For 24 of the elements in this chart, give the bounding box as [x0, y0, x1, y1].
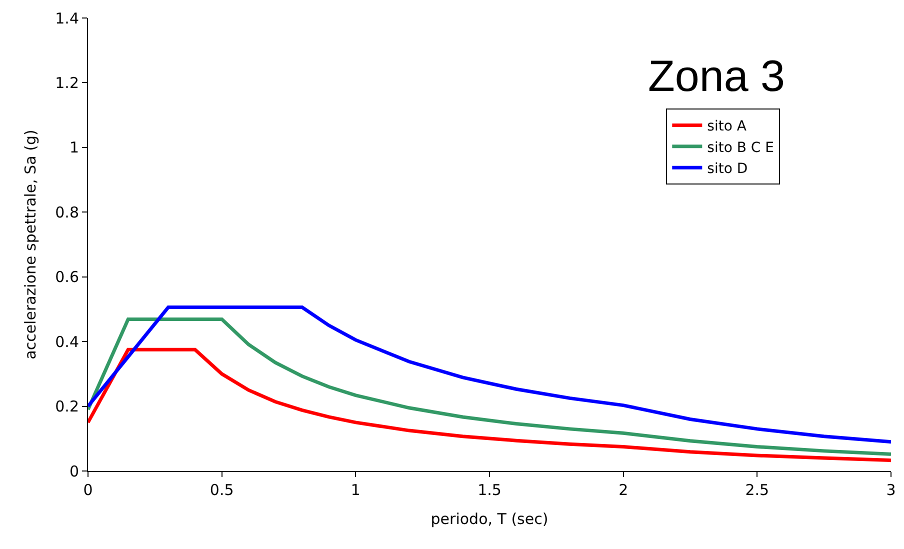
y-tick-label: 1.4 [55, 9, 79, 28]
x-tick-label: 0.5 [210, 481, 234, 499]
x-tick-label: 2.5 [745, 481, 770, 499]
y-tick-label: 0.2 [55, 398, 79, 416]
x-axis-title: periodo, T (sec) [430, 510, 548, 528]
y-tick-label: 1 [69, 138, 79, 157]
line-series [88, 318, 891, 456]
x-tick-label: 2 [618, 481, 628, 499]
legend-label: sito B C E [707, 140, 774, 156]
line-series [88, 348, 891, 462]
x-tick-label: 1 [350, 481, 360, 499]
x-tick-label: 3 [886, 481, 896, 499]
y-tick-label: 0.4 [55, 332, 79, 351]
y-tick-label: 0 [69, 462, 79, 480]
x-tick-label: 0 [83, 481, 93, 499]
y-tick-label: 0.8 [55, 203, 79, 222]
legend-label: sito A [707, 118, 747, 135]
y-tick-label: 0.6 [55, 268, 79, 286]
legend-label: sito D [707, 161, 748, 178]
y-axis-title: accelerazione spettrale, Sa (g) [21, 130, 40, 360]
annotation: Zona 3 [648, 52, 785, 101]
line-series [88, 306, 891, 444]
y-tick-label: 1.2 [55, 74, 79, 92]
x-tick-label: 1.5 [478, 481, 502, 499]
